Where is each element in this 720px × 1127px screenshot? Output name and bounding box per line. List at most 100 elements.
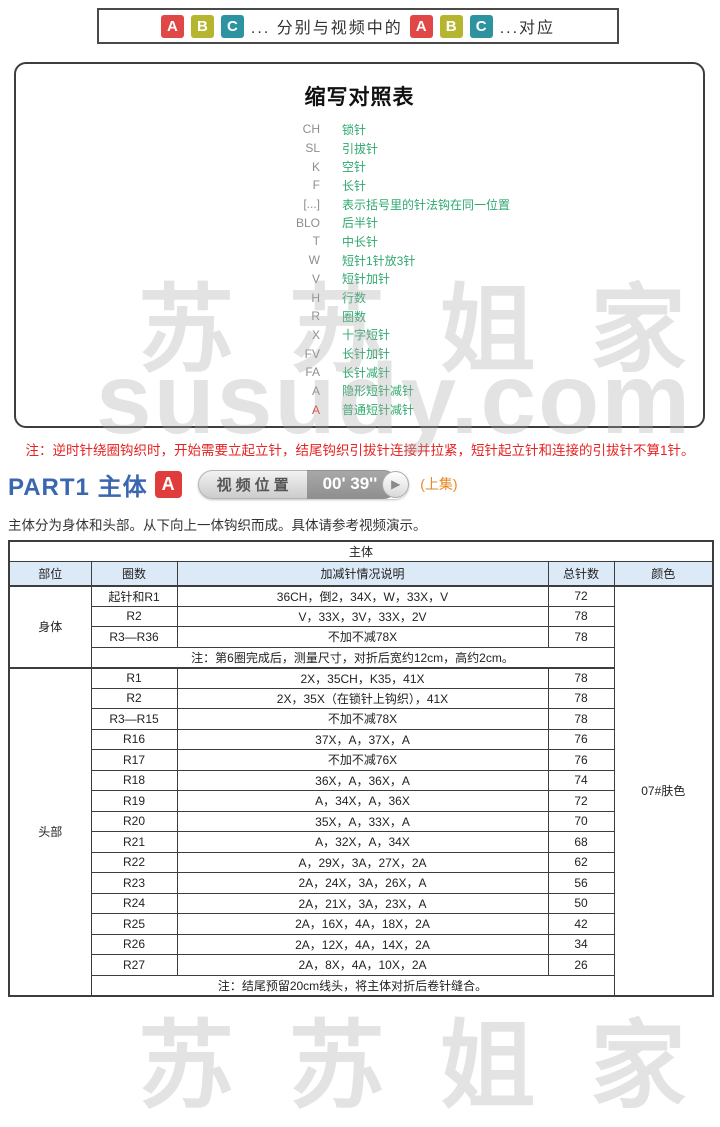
- round-cell: R18: [90, 769, 178, 791]
- abbr-row: W 短针1针放3针: [16, 251, 703, 270]
- instruction-cell: A，32X，A，34X: [176, 831, 549, 853]
- abbr-code: V: [311, 271, 320, 286]
- abbr-meaning: 空针: [342, 160, 367, 175]
- instruction-cell: A，34X，A，36X: [176, 790, 549, 812]
- table-row: R2 2X，35X（在锁针上钩织），41X 78: [9, 687, 713, 709]
- total-cell: 42: [547, 913, 615, 935]
- instruction-cell: 35X，A，33X，A: [176, 810, 549, 832]
- part-cell-body: 身体: [8, 585, 92, 668]
- total-cell: 76: [547, 749, 615, 771]
- play-icon[interactable]: ▶: [382, 470, 410, 498]
- round-cell: R21: [90, 831, 178, 853]
- abbr-meaning: 引拔针: [342, 141, 379, 156]
- total-cell: 26: [547, 954, 615, 976]
- abbr-row: SL 引拔针: [16, 139, 703, 158]
- table-row: R19 A，34X，A，36X 72: [9, 790, 713, 812]
- legend-text-mid: ... 分别与视频中的: [250, 20, 403, 37]
- legend-badge-a: A: [160, 14, 184, 38]
- table-header-row: 部位 圈数 加减针情况说明 总针数 颜色: [8, 561, 714, 587]
- instruction-cell: 36X，A，36X，A: [176, 769, 549, 791]
- instruction-cell: 2A，12X，4A，14X，2A: [176, 933, 549, 955]
- abbr-code: X: [311, 327, 320, 342]
- col-header-instructions: 加减针情况说明: [176, 561, 549, 587]
- instruction-cell: 不加不减76X: [176, 749, 549, 771]
- abbr-row: F 长针: [16, 176, 703, 195]
- round-cell: 起针和R1: [90, 585, 178, 607]
- abbr-meaning: 锁针: [342, 122, 367, 137]
- main-body-table: 主体 部位 圈数 加减针情况说明 总针数 颜色 身体 起针和R1 36CH，倒2…: [8, 540, 715, 997]
- abbr-code: F: [312, 178, 320, 193]
- head-section-note: 注：结尾预留20cm线头，将主体对折后卷针缝合。: [90, 974, 615, 996]
- abbr-row: FV 长针加针: [16, 344, 703, 363]
- abbr-code: A: [311, 383, 320, 398]
- table-note-row: 注：第6圈完成后，测量尺寸，对折后宽约12cm，高约2cm。: [9, 646, 713, 668]
- table-row: R26 2A，12X，4A，14X，2A 34: [9, 933, 713, 955]
- legend-text-end: ...对应: [499, 20, 556, 37]
- instruction-cell: 2A，24X，3A，26X，A: [176, 872, 549, 894]
- legend-badge-a2: A: [409, 14, 433, 38]
- round-cell: R24: [90, 892, 178, 914]
- total-cell: 62: [547, 851, 615, 873]
- part1-header: PART1 主体 A 视频位置 00' 39'' ▶ (上集): [8, 465, 712, 503]
- abbr-row: T 中长针: [16, 232, 703, 251]
- abbr-row: V 短针加针: [16, 270, 703, 289]
- abbr-row: FA 长针减针: [16, 363, 703, 382]
- abbreviation-title: 缩写对照表: [304, 86, 415, 109]
- total-cell: 74: [547, 769, 615, 791]
- total-cell: 78: [547, 626, 615, 648]
- video-position-button[interactable]: 视频位置 00' 39'' ▶: [197, 469, 410, 499]
- abbr-meaning: 长针: [342, 178, 367, 193]
- table-row: R21 A，32X，A，34X 68: [9, 831, 713, 853]
- abbr-code: H: [311, 290, 320, 305]
- table-note-row: 注：结尾预留20cm线头，将主体对折后卷针缝合。: [9, 974, 713, 996]
- table-row: R3—R36 不加不减78X 78: [9, 626, 713, 648]
- legend-box: A B C ... 分别与视频中的 A B C ...对应: [97, 8, 619, 44]
- abbr-meaning: 圈数: [342, 309, 367, 324]
- part1-badge-a: A: [154, 470, 182, 498]
- col-header-total: 总针数: [547, 561, 615, 587]
- col-header-rounds: 圈数: [90, 561, 178, 587]
- abbr-meaning: 中长针: [342, 234, 379, 249]
- table-row: 身体 起针和R1 36CH，倒2，34X，W，33X，V 72 07#肤色: [8, 585, 714, 996]
- table-row: R20 35X，A，33X，A 70: [9, 810, 713, 832]
- instruction-cell: 2A，21X，3A，23X，A: [176, 892, 549, 914]
- video-position-label: 视频位置: [197, 469, 307, 499]
- abbr-meaning: 长针加针: [342, 347, 391, 362]
- abbr-meaning: 后半针: [342, 216, 379, 231]
- instruction-cell: 2A，8X，4A，10X，2A: [176, 954, 549, 976]
- crochet-note: 注：逆时针绕圈钩织时，开始需要立起立针，结尾钩织引拔针连接并拉紧，短针起立针和连…: [25, 443, 695, 458]
- abbr-code: BLO: [295, 215, 320, 230]
- instruction-cell: 2X，35X（在锁针上钩织），41X: [176, 687, 549, 709]
- round-cell: R2: [90, 687, 178, 709]
- total-cell: 78: [547, 666, 615, 689]
- part1-title: PART1 主体: [8, 473, 148, 501]
- total-cell: 72: [547, 585, 615, 607]
- table-row: R25 2A，16X，4A，18X，2A 42: [9, 913, 713, 935]
- instruction-cell: 不加不减78X: [176, 626, 549, 648]
- abbr-row: A 普通短针减针: [16, 400, 703, 419]
- round-cell: R17: [90, 749, 178, 771]
- table-caption: 主体: [8, 540, 714, 562]
- abbr-meaning: 隐形短针减针: [342, 384, 415, 399]
- round-cell: R2: [90, 605, 178, 627]
- abbr-row: BLO 后半针: [16, 213, 703, 232]
- total-cell: 50: [547, 892, 615, 914]
- part-cell-head: 头部: [8, 666, 92, 996]
- table-row: R17 不加不减76X 76: [9, 749, 713, 771]
- total-cell: 70: [547, 810, 615, 832]
- abbr-code: SL: [305, 141, 320, 156]
- abbr-meaning: 长针减针: [342, 365, 391, 380]
- abbr-code: T: [312, 234, 320, 249]
- abbr-code: CH: [302, 122, 320, 137]
- abbreviation-list: CH 锁针 SL 引拔针 K 空针 F 长针 [...] 表示括号里的针法钩在同一位置 B…: [16, 120, 703, 419]
- abbr-meaning: 行数: [342, 291, 367, 306]
- abbr-code: K: [311, 159, 320, 174]
- instruction-cell: 37X，A，37X，A: [176, 728, 549, 750]
- abbr-meaning: 普通短针减针: [342, 403, 415, 418]
- abbr-meaning: 短针加针: [342, 272, 391, 287]
- total-cell: 78: [547, 605, 615, 627]
- abbr-code: FV: [304, 346, 320, 361]
- round-cell: R22: [90, 851, 178, 873]
- round-cell: R26: [90, 933, 178, 955]
- total-cell: 56: [547, 872, 615, 894]
